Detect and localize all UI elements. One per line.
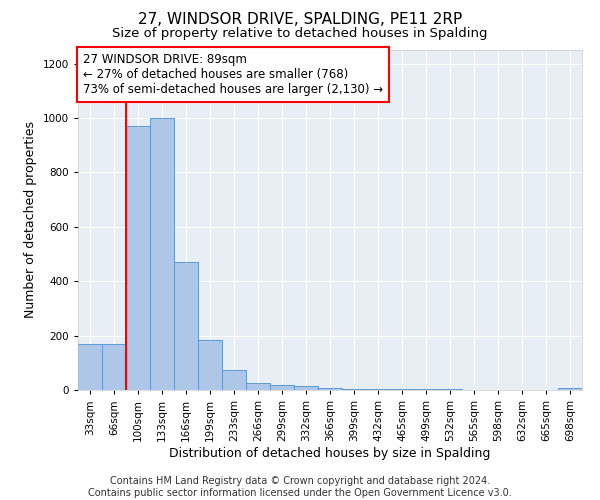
Bar <box>246 383 270 390</box>
Bar <box>102 344 126 390</box>
Text: 27, WINDSOR DRIVE, SPALDING, PE11 2RP: 27, WINDSOR DRIVE, SPALDING, PE11 2RP <box>138 12 462 28</box>
Bar <box>270 384 294 390</box>
Bar <box>342 388 366 390</box>
Bar <box>174 262 198 390</box>
Bar <box>390 389 414 390</box>
Text: Size of property relative to detached houses in Spalding: Size of property relative to detached ho… <box>112 28 488 40</box>
Bar <box>318 388 342 390</box>
Bar <box>414 389 438 390</box>
Bar <box>558 388 582 390</box>
Bar <box>294 386 318 390</box>
Bar <box>150 118 174 390</box>
X-axis label: Distribution of detached houses by size in Spalding: Distribution of detached houses by size … <box>169 446 491 460</box>
Y-axis label: Number of detached properties: Number of detached properties <box>24 122 37 318</box>
Bar <box>222 370 246 390</box>
Bar <box>126 126 150 390</box>
Bar <box>366 388 390 390</box>
Text: Contains HM Land Registry data © Crown copyright and database right 2024.
Contai: Contains HM Land Registry data © Crown c… <box>88 476 512 498</box>
Text: 27 WINDSOR DRIVE: 89sqm
← 27% of detached houses are smaller (768)
73% of semi-d: 27 WINDSOR DRIVE: 89sqm ← 27% of detache… <box>83 54 383 96</box>
Bar <box>198 340 222 390</box>
Bar <box>78 344 102 390</box>
